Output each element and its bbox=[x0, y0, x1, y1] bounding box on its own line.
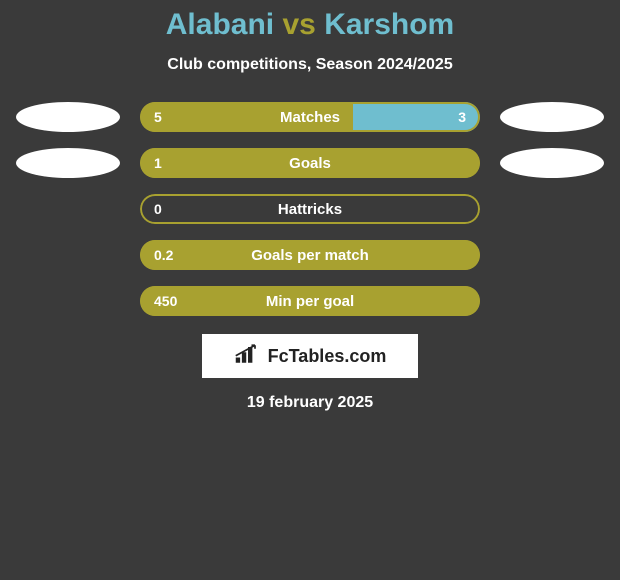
title-vs: vs bbox=[282, 8, 315, 41]
left-oval bbox=[16, 102, 120, 132]
right-oval bbox=[500, 148, 604, 178]
bar-label: Hattricks bbox=[140, 194, 480, 224]
stat-row: Hattricks0 bbox=[0, 194, 620, 224]
right-oval bbox=[500, 240, 604, 270]
stat-rows: Matches5 3 Goals1 Hattricks0 Goals per match… bbox=[0, 102, 620, 316]
title-player1: Alabani bbox=[166, 8, 274, 41]
bar-label: Min per goal bbox=[140, 286, 480, 316]
bar-value-left: 1 bbox=[154, 148, 162, 178]
bar-value-left: 0 bbox=[154, 194, 162, 224]
bar-label: Goals per match bbox=[140, 240, 480, 270]
subtitle: Club competitions, Season 2024/2025 bbox=[0, 56, 620, 74]
bar-label: Matches bbox=[140, 102, 480, 132]
stat-row: Goals1 bbox=[0, 148, 620, 178]
left-oval bbox=[16, 240, 120, 270]
left-oval bbox=[16, 286, 120, 316]
stat-row: Min per goal450 bbox=[0, 286, 620, 316]
infographic-container: Alabani vs Karshom Club competitions, Se… bbox=[0, 0, 620, 412]
bar-label: Goals bbox=[140, 148, 480, 178]
page-title: Alabani vs Karshom bbox=[0, 8, 620, 42]
bar-value-right: 3 bbox=[458, 102, 466, 132]
stat-bar: Matches5 3 bbox=[140, 102, 480, 132]
title-player2: Karshom bbox=[324, 8, 454, 41]
left-oval bbox=[16, 148, 120, 178]
bar-chart-icon bbox=[234, 343, 262, 370]
stat-row: Goals per match0.2 bbox=[0, 240, 620, 270]
right-oval bbox=[500, 286, 604, 316]
right-oval bbox=[500, 102, 604, 132]
bar-value-left: 0.2 bbox=[154, 240, 173, 270]
right-oval bbox=[500, 194, 604, 224]
bar-value-left: 5 bbox=[154, 102, 162, 132]
stat-bar: Hattricks0 bbox=[140, 194, 480, 224]
date-text: 19 february 2025 bbox=[0, 394, 620, 412]
stat-bar: Goals per match0.2 bbox=[140, 240, 480, 270]
stat-bar: Min per goal450 bbox=[140, 286, 480, 316]
logo-box: FcTables.com bbox=[202, 334, 418, 378]
bar-value-left: 450 bbox=[154, 286, 177, 316]
stat-row: Matches5 3 bbox=[0, 102, 620, 132]
left-oval bbox=[16, 194, 120, 224]
stat-bar: Goals1 bbox=[140, 148, 480, 178]
logo-text: FcTables.com bbox=[268, 346, 387, 367]
